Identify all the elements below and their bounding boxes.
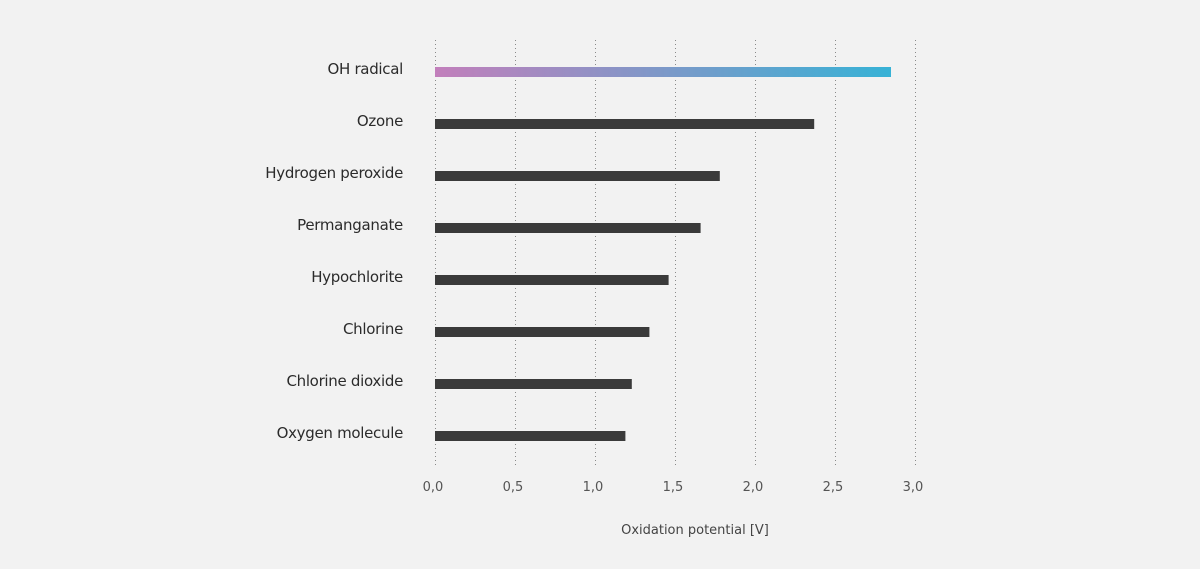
bar xyxy=(435,171,720,181)
x-tick-label: 1,5 xyxy=(663,480,684,495)
x-tick-label: 0,5 xyxy=(503,480,524,495)
bar xyxy=(435,431,626,441)
bar xyxy=(435,223,701,233)
bar xyxy=(435,67,891,77)
x-tick-labels: 0,0 0,5 1,0 1,5 2,0 2,5 3,0 xyxy=(423,480,924,495)
category-label: Chlorine dioxide xyxy=(286,372,403,390)
x-tick-label: 2,0 xyxy=(743,480,764,495)
category-label: Chlorine xyxy=(343,320,403,338)
grid-lines xyxy=(435,40,916,465)
category-label: Ozone xyxy=(357,112,403,130)
category-label: Oxygen molecule xyxy=(277,424,403,442)
x-axis-title: Oxidation potential [V] xyxy=(621,523,769,538)
bars xyxy=(435,67,891,441)
category-label: Hydrogen peroxide xyxy=(265,164,403,182)
x-tick-label: 1,0 xyxy=(583,480,604,495)
bar xyxy=(435,275,669,285)
category-labels: OH radical Ozone Hydrogen peroxide Permanga… xyxy=(265,60,403,442)
bar xyxy=(435,119,815,129)
category-label: Permanganate xyxy=(297,216,403,234)
x-tick-label: 2,5 xyxy=(823,480,844,495)
x-tick-label: 0,0 xyxy=(423,480,444,495)
category-label: Hypochlorite xyxy=(311,268,403,286)
bar xyxy=(435,327,650,337)
bar xyxy=(435,379,632,389)
category-label: OH radical xyxy=(327,60,403,78)
x-tick-label: 3,0 xyxy=(903,480,924,495)
